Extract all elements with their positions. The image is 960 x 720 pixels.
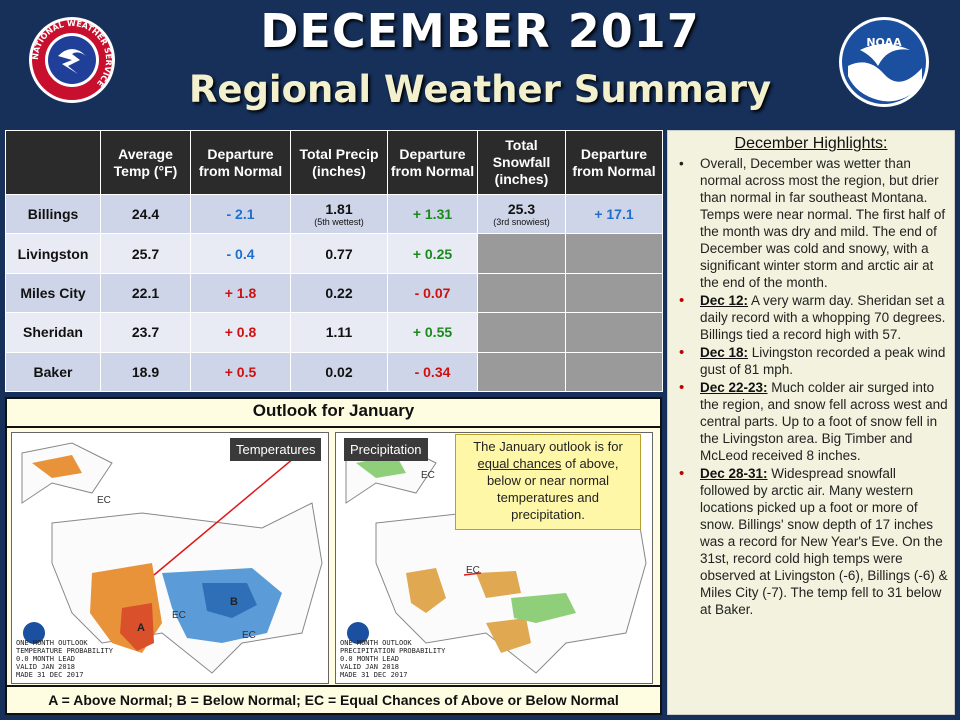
highlight-text: Overall, December was wetter than normal… [700,156,946,290]
avg-temp: 22.1 [100,272,191,314]
noaa-mini-icon [23,622,45,644]
temp-map-caption: ONE-MONTH OUTLOOK TEMPERATURE PROBABILIT… [16,639,113,679]
highlights-list: Overall, December was wetter than normal… [674,155,948,618]
col-average-temp: Average Temp (°F) [100,130,191,195]
table-row: Billings 24.4 - 2.1 1.81 (5th wettest) + … [5,193,663,235]
total-precip-cell: 1.81 (5th wettest) [290,193,388,235]
ec-label: EC [97,495,111,506]
col-precip-departure: Departure from Normal [387,130,478,195]
precip-departure: + 1.31 [387,193,478,235]
temp-departure: + 0.8 [190,312,291,353]
temperature-map-icon: EC EC EC A B [12,433,328,683]
noaa-logo-icon: NOAA [839,17,929,107]
callout-text: The January outlook is for [473,439,623,454]
highlight-date: Dec 12: [700,293,749,308]
callout-text: of above, below or near normal temperatu… [486,456,619,522]
highlights-panel: December Highlights: Overall, December w… [667,130,955,715]
col-total-precip: Total Precip (inches) [290,130,388,195]
precip-map-caption: ONE-MONTH OUTLOOK PRECIPITATION PROBABIL… [340,639,446,679]
col-snow-departure: Departure from Normal [565,130,663,195]
highlight-date: Dec 28-31: [700,466,768,481]
avg-temp: 23.7 [100,312,191,353]
table-row: Baker 18.9 + 0.5 0.02 - 0.34 [5,351,663,393]
avg-temp: 18.9 [100,351,191,393]
avg-temp: 24.4 [100,193,191,235]
total-precip: 0.02 [290,351,388,393]
page-subtitle: Regional Weather Summary [188,68,772,111]
table-header-row: Average Temp (°F) Departure from Normal … [5,130,663,195]
precip-departure: - 0.07 [387,272,478,314]
divider [7,426,660,428]
total-snowfall-cell: 25.3 (3rd snowiest) [477,193,566,235]
list-item: Dec 18: Livingston recorded a peak wind … [674,344,948,378]
city-name: Miles City [5,272,101,314]
precip-departure: - 0.34 [387,351,478,393]
empty-cell [477,272,566,314]
total-precip: 0.22 [290,272,388,314]
ec-label: EC [466,565,480,576]
table-row: Livingston 25.7 - 0.4 0.77 + 0.25 [5,233,663,274]
highlight-text: A very warm day. Sheridan set a daily re… [700,293,946,342]
empty-cell [477,351,566,393]
empty-cell [565,233,663,274]
city-name: Baker [5,351,101,393]
precip-note: (5th wettest) [314,217,364,228]
list-item: Overall, December was wetter than normal… [674,155,948,291]
ec-label: EC [242,630,256,641]
nws-logo-icon: NATIONAL WEATHER SERVICE [29,17,115,103]
below-label: B [230,596,238,608]
temperature-outlook-map: EC EC EC A B Temperatures ONE-MONTH OUTL… [11,432,329,684]
precipitation-tab: Precipitation [344,438,428,461]
table-row: Miles City 22.1 + 1.8 0.22 - 0.07 [5,272,663,314]
outlook-title: Outlook for January [252,401,415,420]
callout-emphasis: equal chances [477,456,562,471]
ec-label: EC [172,610,186,621]
empty-cell [477,233,566,274]
highlight-text: Widespread snowfall followed by arctic a… [700,466,948,617]
list-item: Dec 12: A very warm day. Sheridan set a … [674,292,948,343]
city-name: Sheridan [5,312,101,353]
empty-cell [565,351,663,393]
highlight-date: Dec 18: [700,345,749,360]
empty-cell [477,312,566,353]
precip-departure: + 0.25 [387,233,478,274]
highlights-title: December Highlights: [734,135,888,152]
snow-departure: + 17.1 [565,193,663,235]
city-name: Livingston [5,233,101,274]
summary-table: Average Temp (°F) Departure from Normal … [5,130,663,393]
precip-departure: + 0.55 [387,312,478,353]
avg-temp: 25.7 [100,233,191,274]
above-label: A [137,622,145,634]
total-snowfall: 25.3 [507,201,536,218]
list-item: Dec 22-23: Much colder air surged into t… [674,379,948,464]
total-precip: 1.81 [325,201,353,218]
highlight-date: Dec 22-23: [700,380,768,395]
temp-departure: - 2.1 [190,193,291,235]
temperatures-tab: Temperatures [230,438,322,461]
snow-note: (3rd snowiest) [493,217,550,228]
table-row: Sheridan 23.7 + 0.8 1.11 + 0.55 [5,312,663,353]
highlight-text: Livingston recorded a peak wind gust of … [700,345,946,377]
total-precip: 0.77 [290,233,388,274]
empty-cell [565,272,663,314]
temp-departure: - 0.4 [190,233,291,274]
highlight-text: Much colder air surged into the region, … [700,380,948,463]
col-temp-departure: Departure from Normal [190,130,291,195]
map-legend: A = Above Normal; B = Below Normal; EC =… [7,685,660,713]
table-corner [5,130,101,195]
list-item: Dec 28-31: Widespread snowfall followed … [674,465,948,618]
outlook-panel: Outlook for January EC EC EC A B Tempera… [5,397,662,715]
noaa-logo-text: NOAA [866,36,902,49]
temp-departure: + 0.5 [190,351,291,393]
outlook-callout: The January outlook is for equal chances… [455,434,641,530]
total-precip: 1.11 [290,312,388,353]
temp-departure: + 1.8 [190,272,291,314]
page-title: DECEMBER 2017 [260,4,700,58]
col-total-snowfall: Total Snowfall (inches) [477,130,566,195]
ec-label: EC [421,470,435,481]
empty-cell [565,312,663,353]
city-name: Billings [5,193,101,235]
noaa-mini-icon [347,622,369,644]
